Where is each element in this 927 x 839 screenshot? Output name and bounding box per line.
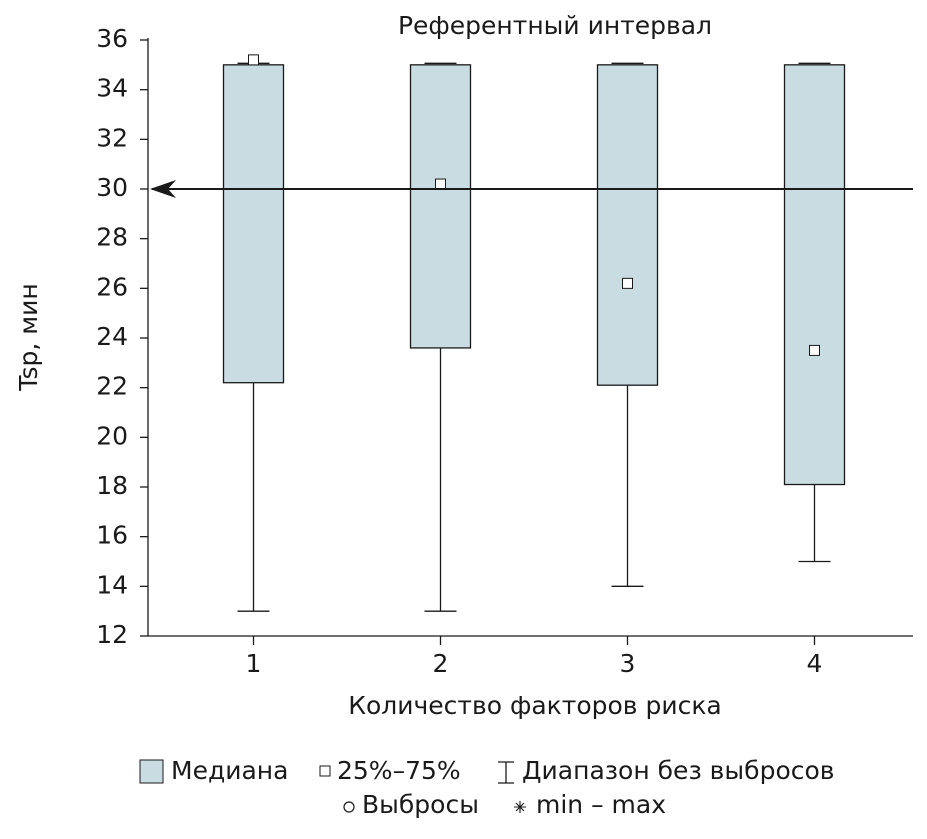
y-tick-label: 26 bbox=[96, 272, 128, 301]
y-axis-label: Tsp, мин bbox=[14, 283, 43, 391]
y-tick-label: 30 bbox=[96, 173, 128, 202]
box bbox=[409, 64, 472, 349]
y-tick-label: 14 bbox=[96, 570, 128, 599]
y-tick-label: 28 bbox=[96, 223, 128, 252]
legend-asterisk-icon bbox=[514, 801, 526, 813]
reference-arrowhead bbox=[150, 180, 176, 198]
legend-label: 25%–75% bbox=[337, 756, 461, 785]
y-tick-label: 12 bbox=[96, 620, 128, 649]
marker bbox=[622, 277, 633, 289]
y-tick-label: 32 bbox=[96, 123, 128, 152]
marker bbox=[435, 178, 446, 190]
y-tick-label: 18 bbox=[96, 471, 128, 500]
chart-title: Референтный интервал bbox=[398, 11, 712, 40]
legend-circle-icon bbox=[343, 801, 355, 813]
x-axis-label: Количество факторов риска bbox=[348, 691, 722, 720]
legend-whisker-icon bbox=[498, 761, 514, 784]
legend-box-icon bbox=[139, 759, 164, 784]
legend: Медиана 25%–75% Диапазон без выбросов Вы… bbox=[139, 756, 835, 819]
legend-label: Медиана bbox=[171, 756, 288, 785]
x-tick-label: 2 bbox=[433, 649, 449, 678]
y-tick-label: 16 bbox=[96, 521, 128, 550]
y-tick-label: 24 bbox=[96, 322, 128, 351]
x-tick-label: 4 bbox=[807, 649, 823, 678]
marker bbox=[248, 54, 259, 66]
y-tick-label: 22 bbox=[96, 372, 128, 401]
x-tick-label: 1 bbox=[246, 649, 262, 678]
box bbox=[596, 64, 659, 386]
y-tick-label: 36 bbox=[96, 24, 128, 53]
marker bbox=[809, 344, 820, 356]
box bbox=[222, 64, 285, 384]
legend-label: min – max bbox=[536, 790, 666, 819]
x-tick-label: 3 bbox=[620, 649, 636, 678]
y-tick-label: 20 bbox=[96, 421, 128, 450]
legend-square-icon bbox=[319, 765, 331, 777]
box bbox=[783, 64, 846, 486]
legend-label: Диапазон без выбросов bbox=[522, 756, 835, 785]
legend-label: Выбросы bbox=[362, 790, 479, 819]
y-tick-label: 34 bbox=[96, 74, 128, 103]
